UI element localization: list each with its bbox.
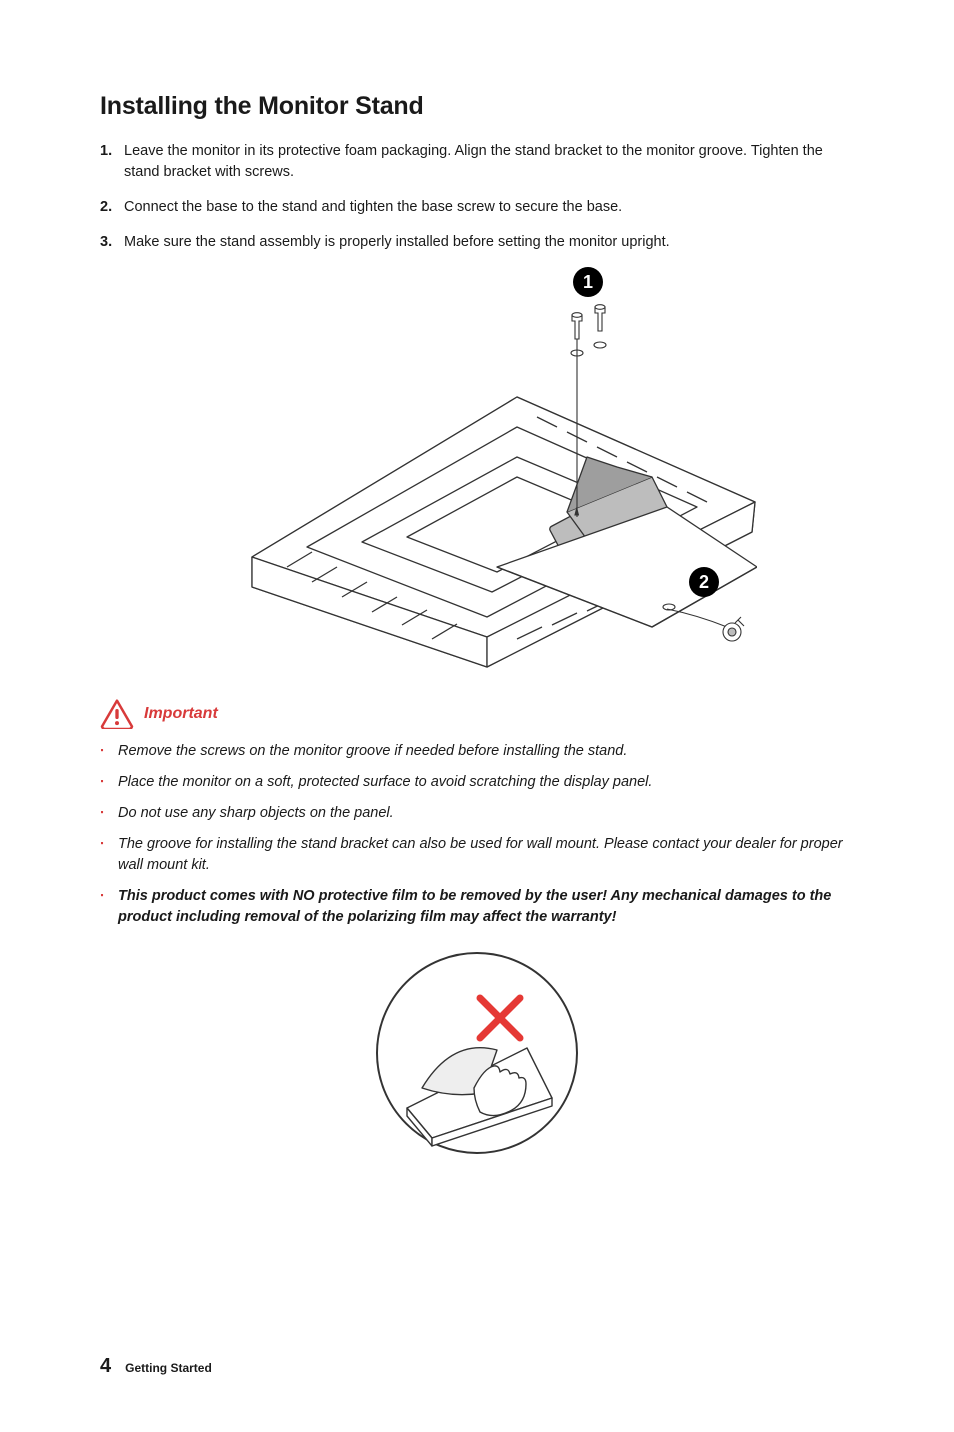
step-text: Connect the base to the stand and tighte… bbox=[124, 197, 854, 218]
bullet-icon: ∙ bbox=[100, 772, 118, 793]
assembly-svg bbox=[197, 267, 757, 677]
callout-badge-2: 2 bbox=[689, 567, 719, 597]
step-item: 2. Connect the base to the stand and tig… bbox=[100, 197, 854, 218]
step-text: Make sure the stand assembly is properly… bbox=[124, 232, 854, 253]
film-warning-diagram bbox=[100, 938, 854, 1168]
callout-badge-1: 1 bbox=[573, 267, 603, 297]
film-warning-svg bbox=[362, 938, 592, 1168]
assembly-diagram: 1 2 bbox=[197, 267, 757, 677]
important-list: ∙ Remove the screws on the monitor groov… bbox=[100, 741, 854, 928]
warning-icon bbox=[100, 699, 134, 729]
section-title: Installing the Monitor Stand bbox=[100, 92, 854, 121]
important-text: Place the monitor on a soft, protected s… bbox=[118, 772, 854, 793]
important-item: ∙ Remove the screws on the monitor groov… bbox=[100, 741, 854, 762]
assembly-diagram-container: 1 2 bbox=[100, 267, 854, 677]
important-text: Do not use any sharp objects on the pane… bbox=[118, 803, 854, 824]
page-footer: 4 Getting Started bbox=[100, 1355, 212, 1378]
step-item: 3. Make sure the stand assembly is prope… bbox=[100, 232, 854, 253]
important-text: The groove for installing the stand brac… bbox=[118, 834, 854, 876]
step-number: 2. bbox=[100, 197, 124, 218]
important-item: ∙ Place the monitor on a soft, protected… bbox=[100, 772, 854, 793]
step-number: 3. bbox=[100, 232, 124, 253]
important-item: ∙ This product comes with NO protective … bbox=[100, 886, 854, 928]
steps-list: 1. Leave the monitor in its protective f… bbox=[100, 141, 854, 253]
important-heading: Important bbox=[100, 699, 854, 729]
bullet-icon: ∙ bbox=[100, 741, 118, 762]
important-text: Remove the screws on the monitor groove … bbox=[118, 741, 854, 762]
step-text: Leave the monitor in its protective foam… bbox=[124, 141, 854, 183]
bullet-icon: ∙ bbox=[100, 834, 118, 876]
bullet-icon: ∙ bbox=[100, 803, 118, 824]
bullet-icon: ∙ bbox=[100, 886, 118, 928]
page-number: 4 bbox=[100, 1355, 111, 1378]
important-label: Important bbox=[144, 705, 218, 723]
step-number: 1. bbox=[100, 141, 124, 183]
step-item: 1. Leave the monitor in its protective f… bbox=[100, 141, 854, 183]
footer-section: Getting Started bbox=[125, 1361, 212, 1375]
important-text: This product comes with NO protective fi… bbox=[118, 886, 854, 928]
important-item: ∙ Do not use any sharp objects on the pa… bbox=[100, 803, 854, 824]
important-item: ∙ The groove for installing the stand br… bbox=[100, 834, 854, 876]
